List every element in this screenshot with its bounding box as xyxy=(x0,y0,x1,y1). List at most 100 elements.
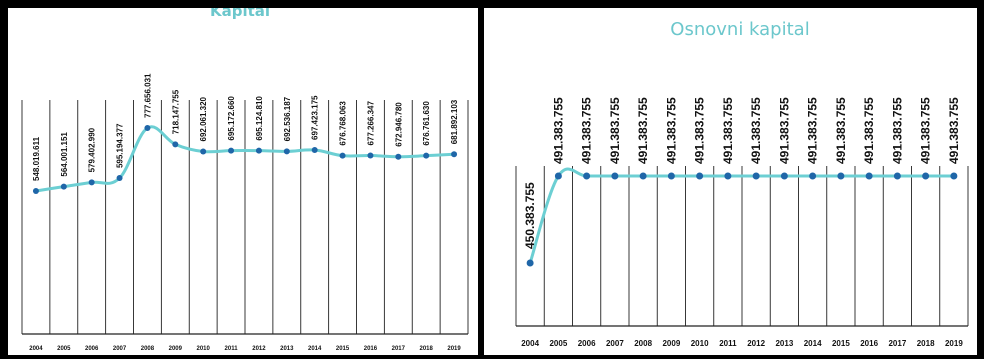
value-label: 695.124.810 xyxy=(255,96,264,141)
data-point xyxy=(339,152,346,159)
value-label: 579.402.990 xyxy=(88,127,97,172)
x-tick-label: 2012 xyxy=(747,339,765,348)
value-label: 595.194.377 xyxy=(116,123,125,168)
value-label: 491.383.755 xyxy=(580,97,594,164)
value-label: 491.383.755 xyxy=(834,97,848,164)
data-point xyxy=(423,152,430,159)
value-label: 695.172.660 xyxy=(227,96,236,141)
data-point xyxy=(200,148,207,155)
value-label: 672.946.780 xyxy=(394,102,403,147)
data-point xyxy=(255,147,262,154)
x-tick-label: 2018 xyxy=(917,339,935,348)
data-point xyxy=(283,148,290,155)
data-point xyxy=(88,179,95,186)
value-labels: 548.019.611 564.001.151 579.402.990 595.194… xyxy=(32,73,459,181)
series-line xyxy=(34,125,456,193)
x-tick-label: 2014 xyxy=(308,346,322,352)
data-point xyxy=(172,141,179,148)
data-point xyxy=(752,172,760,180)
data-point xyxy=(583,172,591,180)
data-point xyxy=(395,153,402,160)
value-label: 676.761.630 xyxy=(422,101,431,146)
data-point xyxy=(451,151,458,158)
value-label: 450.383.755 xyxy=(523,182,537,249)
data-point xyxy=(611,172,619,180)
chart-title: Osnovni kapital xyxy=(670,19,809,40)
data-point xyxy=(116,175,123,182)
x-tick-label: 2017 xyxy=(888,339,906,348)
value-label: 677.266.347 xyxy=(366,101,375,146)
value-label: 491.383.755 xyxy=(664,97,678,164)
x-tick-label: 2015 xyxy=(336,346,350,352)
value-label: 697.423.175 xyxy=(311,95,320,140)
x-tick-label: 2012 xyxy=(252,346,266,352)
x-tick-label: 2008 xyxy=(634,339,652,348)
x-tick-label: 2014 xyxy=(804,339,822,348)
series-line xyxy=(528,167,956,265)
x-tick-label: 2005 xyxy=(549,339,567,348)
x-tick-label: 2008 xyxy=(141,346,155,352)
data-point xyxy=(893,172,901,180)
x-tick-label: 2006 xyxy=(578,339,596,348)
x-tick-label: 2005 xyxy=(57,346,71,352)
x-tick-label: 2011 xyxy=(225,346,239,352)
data-point xyxy=(696,172,704,180)
x-tick-label: 2017 xyxy=(392,346,406,352)
value-label: 676.768.063 xyxy=(339,101,348,146)
kapital-chart: Kapital 548.019.611 564.001.151 579.402.99… xyxy=(21,8,469,352)
x-tick-label: 2019 xyxy=(945,339,963,348)
value-label: 548.019.611 xyxy=(32,136,41,181)
x-axis-ticks: 2004 2005 2006 2007 2008 2009 2010 2011 2012 2013… xyxy=(29,346,461,352)
osnovni-kapital-chart: Osnovni kapital 450.383.755 491.383.755 49… xyxy=(515,19,969,348)
x-tick-label: 2013 xyxy=(280,346,294,352)
value-label: 491.383.755 xyxy=(777,97,791,164)
x-tick-label: 2010 xyxy=(691,339,709,348)
value-label: 491.383.755 xyxy=(919,97,933,164)
data-point xyxy=(367,152,374,159)
data-point xyxy=(667,172,675,180)
series-line-group xyxy=(32,125,458,194)
data-point xyxy=(311,147,318,154)
value-label: 692.061.320 xyxy=(199,96,208,141)
value-label: 491.383.755 xyxy=(806,97,820,164)
data-point xyxy=(554,172,562,180)
x-tick-label: 2019 xyxy=(447,346,461,352)
x-tick-label: 2018 xyxy=(420,346,434,352)
data-point xyxy=(950,172,958,180)
x-tick-label: 2009 xyxy=(662,339,680,348)
value-labels: 450.383.755 491.383.755 491.383.755 491.383… xyxy=(523,97,961,249)
x-tick-label: 2006 xyxy=(85,346,99,352)
x-tick-label: 2004 xyxy=(521,339,539,348)
value-label: 718.147.755 xyxy=(171,89,180,134)
data-point xyxy=(837,172,845,180)
x-tick-label: 2015 xyxy=(832,339,850,348)
value-label: 491.383.755 xyxy=(636,97,650,164)
data-point xyxy=(922,172,930,180)
grid-lines xyxy=(515,166,969,327)
value-label: 491.383.755 xyxy=(947,97,961,164)
data-point xyxy=(526,259,534,267)
x-tick-label: 2007 xyxy=(113,346,127,352)
value-label: 681.892.103 xyxy=(450,99,459,144)
grid-lines xyxy=(21,100,469,335)
series-line-group xyxy=(526,167,958,267)
x-tick-label: 2011 xyxy=(719,339,737,348)
value-label: 692.536.187 xyxy=(283,96,292,141)
osnovni-kapital-chart-panel: Osnovni kapital 450.383.755 491.383.755 49… xyxy=(484,8,977,355)
data-point xyxy=(144,125,151,131)
chart-title: Kapital xyxy=(210,8,270,20)
data-point xyxy=(60,183,67,190)
value-label: 491.383.755 xyxy=(721,97,735,164)
kapital-chart-panel: Kapital 548.019.611 564.001.151 579.402.99… xyxy=(8,8,478,355)
x-axis-ticks: 2004 2005 2006 2007 2008 2009 2010 2011 2012 2013… xyxy=(521,339,963,348)
x-tick-label: 2004 xyxy=(29,346,43,352)
value-label: 491.383.755 xyxy=(890,97,904,164)
data-point xyxy=(809,172,817,180)
value-label: 564.001.151 xyxy=(60,132,69,177)
data-point xyxy=(639,172,647,180)
value-label: 491.383.755 xyxy=(608,97,622,164)
value-label: 491.383.755 xyxy=(693,97,707,164)
data-point xyxy=(865,172,873,180)
value-label: 491.383.755 xyxy=(749,97,763,164)
data-point xyxy=(780,172,788,180)
